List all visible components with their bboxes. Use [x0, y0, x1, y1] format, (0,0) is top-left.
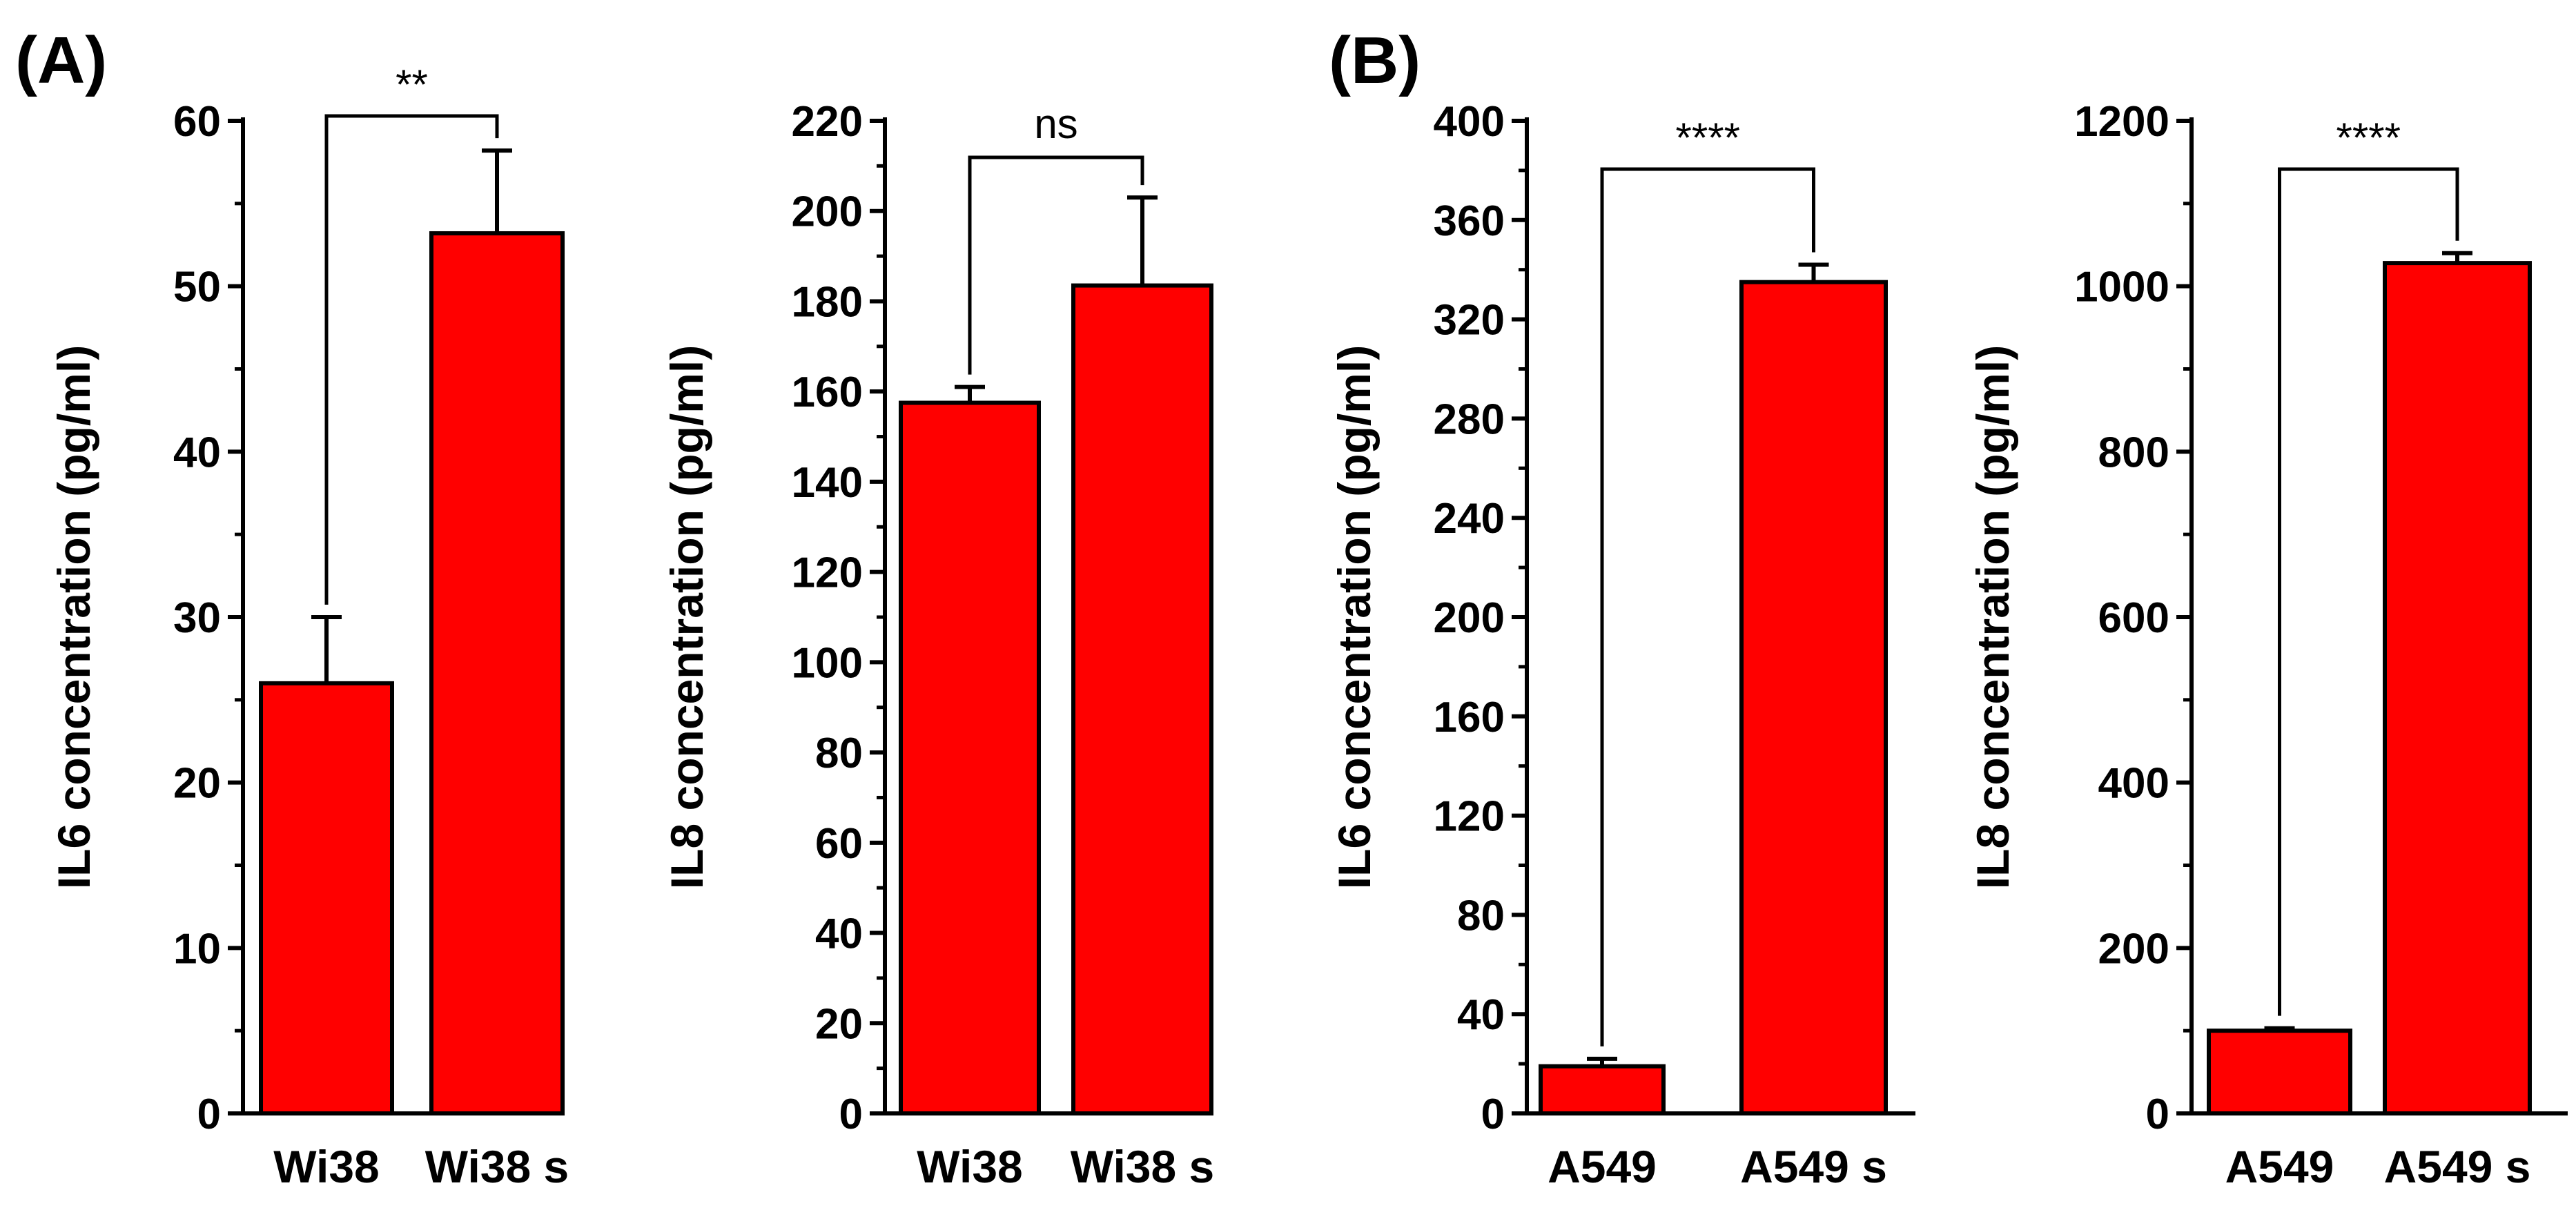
- y-tick-label-1-1: 0: [197, 1091, 221, 1138]
- bar-1-2: [429, 231, 565, 1115]
- y-tick-label-2-10: 180: [792, 278, 863, 326]
- y-tick-label-3-2: 40: [1457, 991, 1505, 1039]
- y-tick-label-4-3: 400: [2098, 760, 2169, 808]
- significance-label-4: ****: [2336, 115, 2401, 161]
- category-label-2-1: Wi38: [917, 1141, 1022, 1192]
- y-tick-label-3-3: 80: [1457, 892, 1505, 939]
- significance-bracket-3: [1600, 167, 1815, 1046]
- y-tick-label-4-4: 600: [2098, 594, 2169, 642]
- category-label-3-2: A549 s: [1740, 1141, 1887, 1192]
- y-tick-label-2-6: 100: [792, 639, 863, 687]
- significance-bracket-2: [968, 155, 1144, 375]
- panel-label-a: (A): [15, 23, 107, 97]
- significance-bracket-4: [2278, 167, 2459, 1016]
- significance-label-3: ****: [1676, 115, 1740, 161]
- y-tick-label-3-9: 320: [1434, 297, 1505, 344]
- y-tick-label-3-10: 360: [1434, 197, 1505, 245]
- y-tick-label-4-6: 1000: [2074, 264, 2169, 311]
- y-axis-title-1: IL6 concentration (pg/ml): [48, 345, 99, 889]
- y-tick-label-3-5: 160: [1434, 694, 1505, 741]
- category-label-1-1: Wi38: [273, 1141, 379, 1192]
- bar-4-2: [2383, 261, 2532, 1116]
- y-tick-label-2-12: 220: [792, 98, 863, 146]
- y-axis-title-3: IL6 concentration (pg/ml): [1329, 345, 1380, 889]
- category-label-1-2: Wi38 s: [425, 1141, 569, 1192]
- chart-1: Wi38 Wi38 s 0 10 20 30 40 50 60 IL6 concentration…: [48, 61, 569, 1192]
- category-label-3-1: A549: [1548, 1141, 1657, 1192]
- category-label-4-1: A549: [2225, 1141, 2334, 1192]
- significance-label-2: ns: [1034, 101, 1077, 147]
- y-tick-label-2-5: 80: [815, 730, 863, 777]
- y-tick-label-3-4: 120: [1434, 793, 1505, 841]
- y-tick-label-2-8: 140: [792, 459, 863, 507]
- y-tick-label-2-4: 60: [815, 820, 863, 868]
- bar-3-1: [1539, 1064, 1666, 1115]
- y-tick-label-2-3: 40: [815, 910, 863, 958]
- bar-2-2: [1071, 283, 1213, 1115]
- bar-1-1: [259, 681, 394, 1115]
- y-tick-label-1-4: 30: [173, 594, 221, 642]
- significance-bracket-1: [324, 114, 499, 605]
- y-tick-label-3-11: 400: [1434, 98, 1505, 146]
- y-tick-label-2-11: 200: [792, 188, 863, 236]
- y-tick-label-3-6: 200: [1434, 594, 1505, 642]
- y-axis-title-2: IL8 concentration (pg/ml): [661, 345, 712, 889]
- y-tick-label-2-2: 20: [815, 1000, 863, 1048]
- y-tick-label-4-5: 800: [2098, 429, 2169, 476]
- y-tick-label-2-7: 120: [792, 549, 863, 597]
- category-label-2-2: Wi38 s: [1071, 1141, 1215, 1192]
- y-tick-label-1-3: 20: [173, 760, 221, 808]
- y-tick-label-2-1: 0: [839, 1091, 863, 1138]
- chart-2: Wi38 Wi38 s 0 20 40 60 80 100 120 140 160 180 200 220…: [661, 98, 1214, 1192]
- y-tick-label-3-7: 240: [1434, 495, 1505, 543]
- y-tick-label-1-2: 10: [173, 925, 221, 973]
- y-axis-title-4: IL8 concentration (pg/ml): [1967, 345, 2018, 889]
- bar-3-2: [1739, 280, 1888, 1115]
- y-tick-label-3-1: 0: [1481, 1091, 1505, 1138]
- y-tick-label-4-2: 200: [2098, 925, 2169, 973]
- y-tick-label-3-8: 280: [1434, 396, 1505, 443]
- chart-4: A549 A549 s 0 200 400 600 800 1000 1200 IL8 conce…: [1967, 98, 2568, 1192]
- y-tick-label-4-7: 1200: [2074, 98, 2169, 146]
- significance-label-1: **: [396, 61, 428, 108]
- bar-4-1: [2207, 1029, 2352, 1115]
- y-tick-label-4-1: 0: [2146, 1091, 2169, 1138]
- bar-2-1: [899, 400, 1041, 1115]
- y-tick-label-1-7: 60: [173, 98, 221, 146]
- charts-container: Wi38 Wi38 s 0 10 20 30 40 50 60 IL6 concentration…: [48, 61, 2568, 1192]
- y-tick-label-1-5: 40: [173, 429, 221, 476]
- chart-3: A549 A549 s 0 40 80 120 160 200 240 280 320 360 400 I…: [1329, 98, 1915, 1192]
- y-tick-label-2-9: 160: [792, 369, 863, 416]
- y-tick-label-1-6: 50: [173, 264, 221, 311]
- category-label-4-2: A549 s: [2384, 1141, 2531, 1192]
- panel-label-b: (B): [1329, 23, 1421, 97]
